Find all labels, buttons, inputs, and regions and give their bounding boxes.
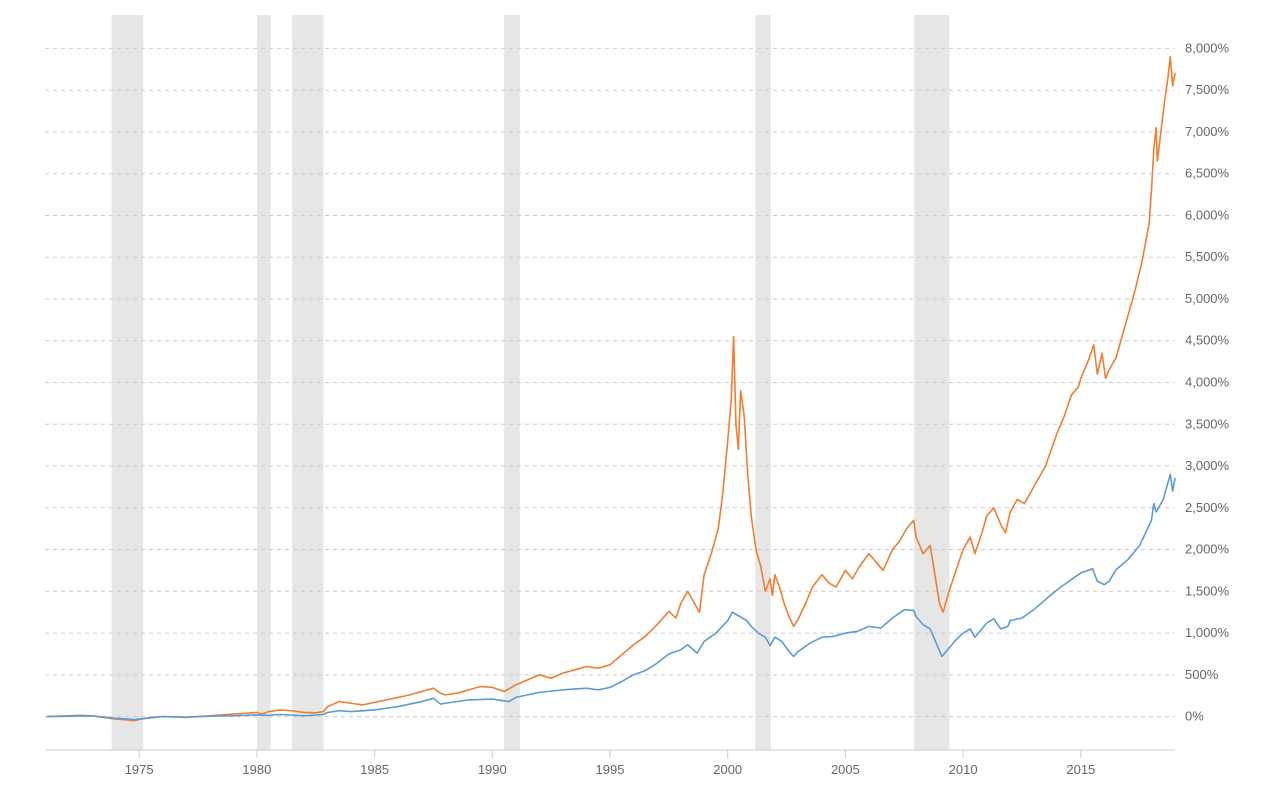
x-tick-label: 1980 xyxy=(242,762,271,777)
y-tick-label: 7,000% xyxy=(1185,124,1230,139)
y-tick-label: 500% xyxy=(1185,667,1219,682)
x-tick-label: 1975 xyxy=(125,762,154,777)
y-tick-label: 5,000% xyxy=(1185,291,1230,306)
y-tick-label: 0% xyxy=(1185,709,1204,724)
x-tick-label: 2010 xyxy=(949,762,978,777)
y-tick-label: 6,000% xyxy=(1185,207,1230,222)
y-tick-label: 5,500% xyxy=(1185,249,1230,264)
x-tick-label: 2015 xyxy=(1066,762,1095,777)
y-tick-label: 2,000% xyxy=(1185,542,1230,557)
y-tick-label: 8,000% xyxy=(1185,40,1230,55)
y-tick-label: 1,500% xyxy=(1185,583,1230,598)
x-tick-label: 1995 xyxy=(596,762,625,777)
x-tick-label: 2000 xyxy=(713,762,742,777)
y-tick-label: 3,500% xyxy=(1185,416,1230,431)
x-tick-label: 2005 xyxy=(831,762,860,777)
y-tick-label: 3,000% xyxy=(1185,458,1230,473)
x-tick-label: 1985 xyxy=(360,762,389,777)
y-tick-label: 4,500% xyxy=(1185,333,1230,348)
x-tick-label: 1990 xyxy=(478,762,507,777)
y-tick-label: 4,000% xyxy=(1185,375,1230,390)
y-tick-label: 2,500% xyxy=(1185,500,1230,515)
y-tick-label: 1,000% xyxy=(1185,625,1230,640)
y-tick-label: 7,500% xyxy=(1185,82,1230,97)
line-chart: 0% 500% 1,000% 1,500% 2,000% 2,500% 3,000% 3,50… xyxy=(0,0,1280,790)
y-tick-label: 6,500% xyxy=(1185,166,1230,181)
chart-container: 0% 500% 1,000% 1,500% 2,000% 2,500% 3,000% 3,50… xyxy=(0,0,1280,790)
